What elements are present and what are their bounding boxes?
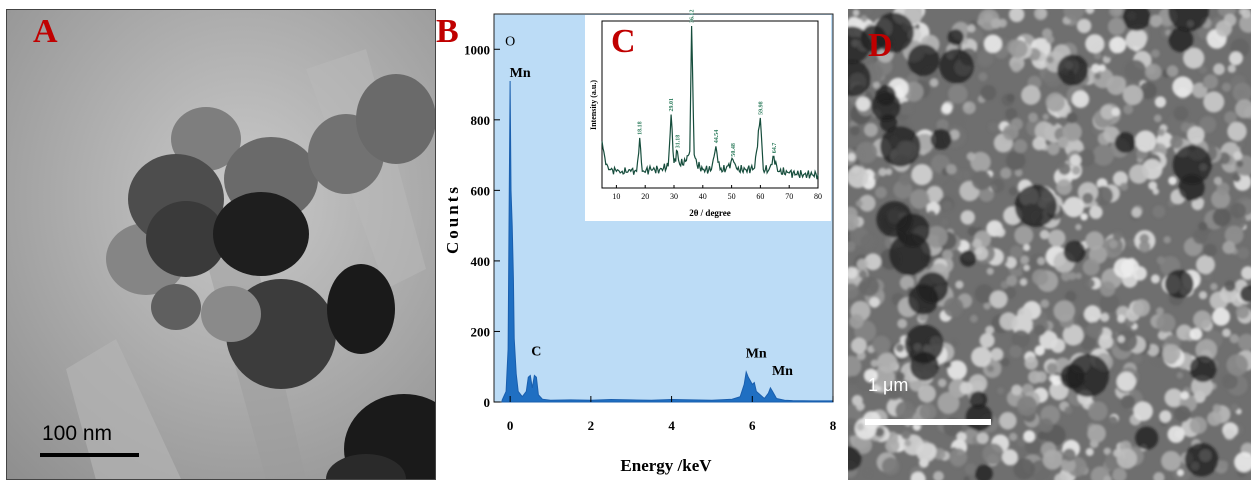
eds-peak-label: C <box>531 345 541 360</box>
panel-letter-d: D <box>868 27 893 64</box>
eds-chart-panel: 0 200 400 600 800 1000 0 2 4 6 8 O Mn C Mn Mn Energy … <box>436 9 848 480</box>
eds-y-tick-label: 0 <box>484 395 491 410</box>
xrd-peak-label: 44.54 <box>714 130 720 144</box>
xrd-pattern-series <box>601 25 819 180</box>
tem-micrograph <box>6 9 436 480</box>
eds-x-tick-label: 4 <box>668 418 675 433</box>
eds-x-tick-label: 6 <box>749 418 756 433</box>
eds-peak-label: Mn <box>746 346 767 361</box>
scale-bar-label: 1 μm <box>868 375 909 395</box>
tem-image-panel: A 100 nm <box>6 9 436 480</box>
eds-x-tick-label: 2 <box>588 418 595 433</box>
xrd-peak-label: 31.18 <box>675 135 681 149</box>
eds-y-tick-label: 600 <box>471 183 491 198</box>
xrd-x-tick-label: 50 <box>728 192 736 201</box>
xrd-peak-label: 36.12 <box>690 10 696 24</box>
eds-x-tick-label: 0 <box>507 418 514 433</box>
xrd-peak-label: 59.98 <box>758 101 764 115</box>
eds-peak-label: O <box>505 34 515 49</box>
scale-bar <box>40 453 139 457</box>
panel-letter-b: B <box>436 13 459 50</box>
xrd-x-tick-label: 60 <box>756 192 764 201</box>
eds-x-tick-label: 8 <box>830 418 837 433</box>
eds-y-tick-label: 1000 <box>464 42 490 57</box>
panel-letter-c: C <box>611 23 636 60</box>
xrd-peak-label: 18.18 <box>638 121 644 134</box>
xrd-x-tick-label: 30 <box>670 192 678 201</box>
panel-letter-a: A <box>33 13 58 50</box>
sem-micrograph <box>848 9 1251 480</box>
eds-y-axis-label: Counts <box>443 184 462 254</box>
xrd-x-tick-label: 80 <box>814 192 822 201</box>
xrd-x-tick-label: 40 <box>699 192 707 201</box>
xrd-x-tick-label: 20 <box>641 192 649 201</box>
eds-y-tick-label: 800 <box>471 113 491 128</box>
eds-chart: 0 200 400 600 800 1000 0 2 4 6 8 O Mn C Mn Mn Energy … <box>443 10 837 476</box>
eds-peak-label: Mn <box>510 66 531 81</box>
xrd-peak-label: 29.01 <box>669 98 675 112</box>
xrd-peak-label: 50.48 <box>731 143 737 157</box>
eds-y-tick-label: 400 <box>471 254 491 269</box>
sem-image-panel: D 1 μm <box>848 9 1251 480</box>
eds-peak-label: Mn <box>772 364 793 379</box>
eds-y-tick-label: 200 <box>471 324 491 339</box>
xrd-x-axis-label: 2θ / degree <box>689 208 731 218</box>
xrd-peak-label: 64.7 <box>772 143 778 154</box>
scale-bar <box>865 419 991 425</box>
xrd-x-tick-label: 10 <box>612 192 620 201</box>
scale-bar-label: 100 nm <box>42 422 113 445</box>
eds-spectrum-series <box>501 80 834 403</box>
xrd-x-tick-label: 70 <box>785 192 793 201</box>
eds-x-axis-label: Energy /keV <box>620 456 712 475</box>
xrd-y-axis-label: Intensity (a.u.) <box>589 80 598 130</box>
